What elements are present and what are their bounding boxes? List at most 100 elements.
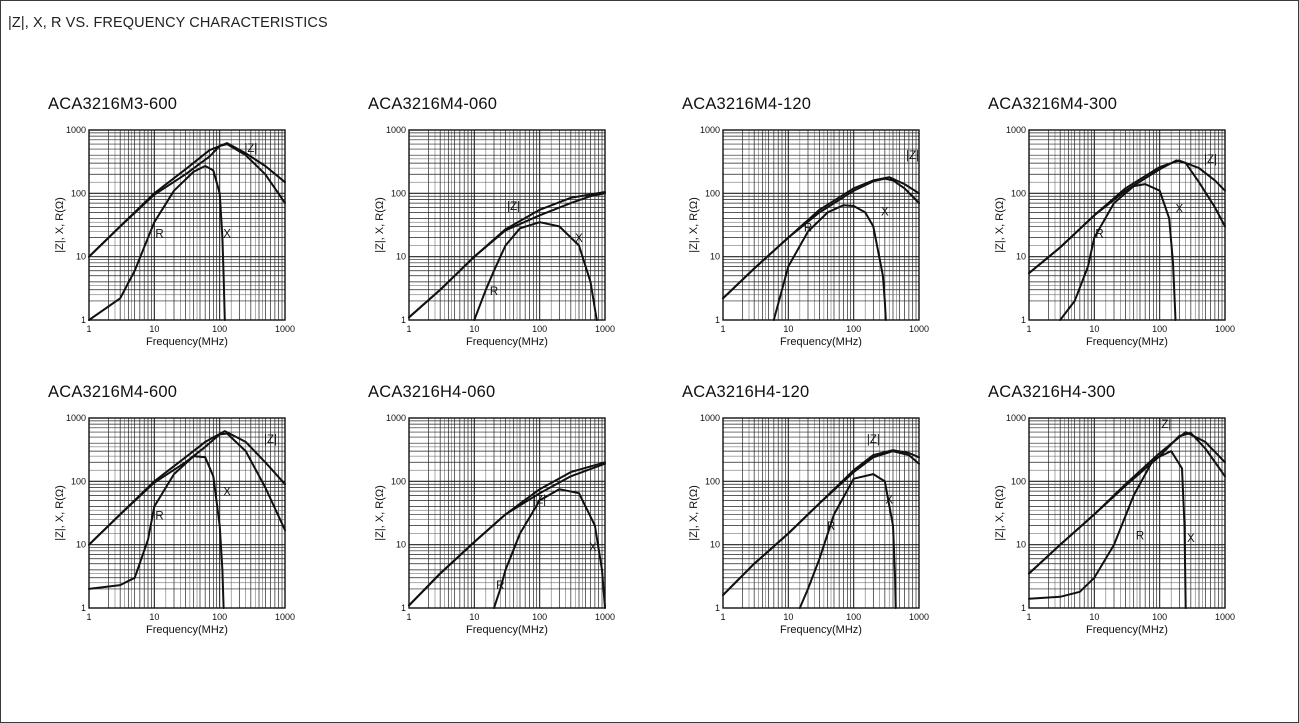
curve-label: X <box>1187 533 1195 545</box>
x-tick-label: 10 <box>783 612 793 622</box>
chart-panel-2: ACA3216M4-060 1 10 100 1000 1 10 100 1000 Freque… <box>366 95 656 380</box>
curve-label: X <box>1175 203 1183 215</box>
plot-frame <box>722 129 920 321</box>
series-line-x <box>408 192 606 319</box>
x-axis-label: Frequency(MHz) <box>780 624 862 636</box>
y-tick-label: 1000 <box>700 413 720 423</box>
curve-label: R <box>496 580 504 592</box>
y-tick-label: 1000 <box>1006 125 1026 135</box>
x-tick-label: 1 <box>86 324 91 334</box>
curve-label: |Z| <box>1204 154 1217 166</box>
y-tick-label: 1 <box>401 315 406 325</box>
grid <box>89 418 285 608</box>
x-tick-label: 100 <box>846 324 861 334</box>
plot-frame <box>88 129 286 321</box>
curve-label: R <box>155 510 163 522</box>
curve-label: |Z| <box>1158 419 1171 431</box>
chart-title: ACA3216H4-060 <box>368 383 496 401</box>
y-tick-label: 100 <box>1011 476 1026 486</box>
y-tick-label: 1000 <box>386 125 406 135</box>
y-tick-label: 100 <box>391 476 406 486</box>
y-axis-label: |Z|, X, R(Ω) <box>688 485 700 541</box>
x-tick-label: 100 <box>532 324 547 334</box>
x-axis-label: Frequency(MHz) <box>146 336 228 348</box>
series-line-z <box>408 461 606 607</box>
y-tick-label: 100 <box>71 188 86 198</box>
y-axis-label: |Z|, X, R(Ω) <box>54 197 66 253</box>
series-line-x <box>408 462 606 607</box>
y-axis-label: |Z|, X, R(Ω) <box>994 197 1006 253</box>
chart-plot: 1 10 100 1000 1 10 100 1000 Frequency(MHz) |Z|, X… <box>994 413 1235 636</box>
series-line-x <box>88 432 286 546</box>
series-line-z <box>1028 431 1226 575</box>
series-line-x <box>88 143 286 258</box>
y-tick-label: 10 <box>1016 252 1026 262</box>
curve-label: |Z| <box>533 494 546 506</box>
y-tick-label: 10 <box>396 540 406 550</box>
y-tick-label: 1000 <box>66 413 86 423</box>
plot-frame <box>1028 417 1226 609</box>
y-axis-label: |Z|, X, R(Ω) <box>374 485 386 541</box>
series-line-x <box>1028 432 1226 575</box>
x-tick-label: 1 <box>720 324 725 334</box>
plot-frame <box>408 417 606 609</box>
x-tick-label: 10 <box>149 324 159 334</box>
x-axis-label: Frequency(MHz) <box>466 336 548 348</box>
y-tick-label: 1 <box>81 315 86 325</box>
y-axis-label: |Z|, X, R(Ω) <box>374 197 386 253</box>
grid <box>409 130 605 320</box>
chart-panel-1: ACA3216M3-600 1 10 100 1000 1 10 100 1000 Freque… <box>46 95 336 380</box>
grid <box>723 418 919 608</box>
x-tick-label: 10 <box>469 612 479 622</box>
plot-frame <box>722 417 920 609</box>
grid <box>89 130 285 320</box>
chart-title: ACA3216M3-600 <box>48 95 178 113</box>
series-line-x <box>1028 159 1226 275</box>
curve-label: R <box>1136 531 1144 543</box>
chart-panel-5: ACA3216M4-600 1 10 100 1000 1 10 100 1000 Freque… <box>46 383 336 668</box>
chart-plot: 1 10 100 1000 1 10 100 1000 Frequency(MHz) |Z|, X… <box>54 125 295 348</box>
y-axis-label: |Z|, X, R(Ω) <box>688 197 700 253</box>
x-tick-label: 1000 <box>595 612 615 622</box>
curve-label: |Z| <box>867 434 880 446</box>
chart-plot: 1 10 100 1000 1 10 100 1000 Frequency(MHz) |Z|, X… <box>54 413 295 636</box>
chart-title: ACA3216H4-120 <box>682 383 810 401</box>
x-tick-label: 1000 <box>909 612 929 622</box>
series-line-x <box>722 450 920 597</box>
x-axis-label: Frequency(MHz) <box>780 336 862 348</box>
y-axis-label: |Z|, X, R(Ω) <box>54 485 66 541</box>
plot-frame <box>1028 129 1226 321</box>
curve-label: R <box>804 222 812 234</box>
y-tick-label: 1 <box>81 603 86 613</box>
x-tick-label: 1 <box>406 324 411 334</box>
curve-label: X <box>575 233 583 245</box>
y-tick-label: 1000 <box>386 413 406 423</box>
x-axis-label: Frequency(MHz) <box>1086 336 1168 348</box>
y-tick-label: 1 <box>715 603 720 613</box>
series-line-r <box>1059 183 1177 321</box>
x-tick-label: 1000 <box>1215 612 1235 622</box>
curve-label: |Z| <box>507 201 520 213</box>
curve-label: X <box>223 486 231 498</box>
y-tick-label: 1 <box>715 315 720 325</box>
x-tick-label: 1000 <box>275 324 295 334</box>
curve-label: R <box>1095 229 1103 241</box>
x-tick-label: 100 <box>846 612 861 622</box>
x-tick-label: 100 <box>1152 324 1167 334</box>
x-axis-label: Frequency(MHz) <box>146 624 228 636</box>
chart-panel-7: ACA3216H4-120 1 10 100 1000 1 10 100 1000 Freque… <box>680 383 970 668</box>
y-tick-label: 1 <box>1021 315 1026 325</box>
y-tick-label: 1000 <box>66 125 86 135</box>
series-line-z <box>88 430 286 546</box>
x-axis-label: Frequency(MHz) <box>466 624 548 636</box>
x-tick-label: 1000 <box>275 612 295 622</box>
y-tick-label: 1 <box>1021 603 1026 613</box>
y-tick-label: 10 <box>396 252 406 262</box>
x-tick-label: 1 <box>720 612 725 622</box>
chart-title: ACA3216M4-120 <box>682 95 812 113</box>
series-line-x <box>722 177 920 300</box>
y-tick-label: 100 <box>705 188 720 198</box>
chart-plot: 1 10 100 1000 1 10 100 1000 Frequency(MHz) |Z|, X… <box>374 413 615 636</box>
series-line-r <box>1028 450 1187 609</box>
y-tick-label: 10 <box>76 252 86 262</box>
